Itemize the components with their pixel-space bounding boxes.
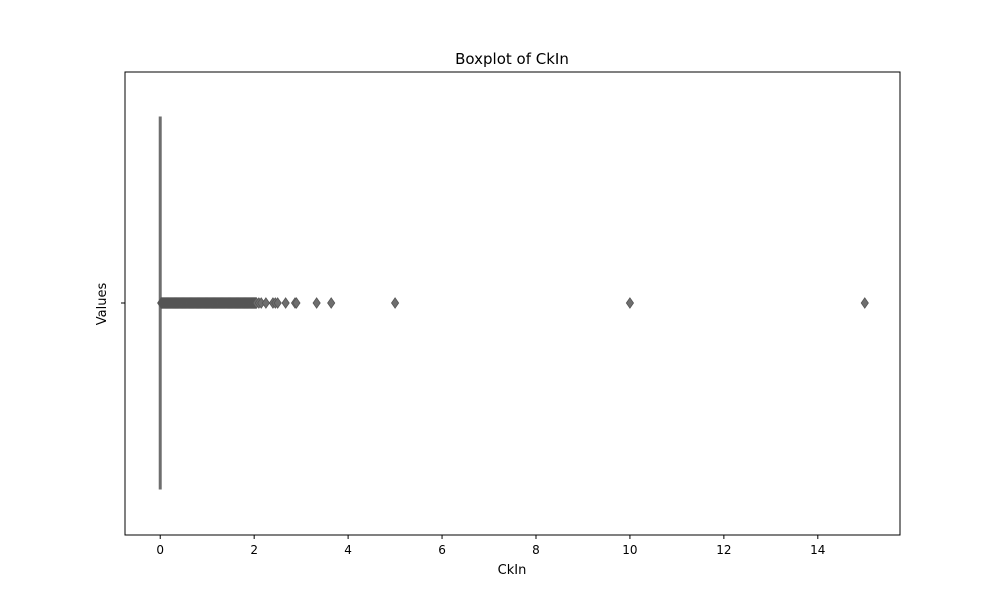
x-tick-label: 8 — [532, 543, 540, 557]
plot-area: 0 2 4 6 8 10 12 14 — [121, 71, 901, 557]
outlier-point — [312, 297, 321, 309]
x-tick-label: 12 — [716, 543, 731, 557]
outlier-point — [273, 297, 282, 309]
outlier-point — [390, 297, 400, 309]
outlier-point — [281, 297, 290, 309]
x-tick-label: 2 — [250, 543, 258, 557]
x-tick-label: 14 — [810, 543, 825, 557]
outlier-point — [292, 297, 301, 309]
y-axis-label: Values — [95, 283, 110, 326]
x-axis-label: CkIn — [498, 563, 527, 578]
outlier-point — [860, 297, 869, 309]
x-tick-label: 6 — [438, 543, 446, 557]
chart-title: Boxplot of CkIn — [455, 50, 569, 68]
x-tick-label: 10 — [622, 543, 637, 557]
outlier-point — [327, 297, 336, 309]
outlier-point — [625, 297, 635, 309]
x-tick-label: 4 — [344, 543, 352, 557]
x-tick-label: 0 — [156, 543, 164, 557]
outlier-point — [261, 297, 270, 309]
